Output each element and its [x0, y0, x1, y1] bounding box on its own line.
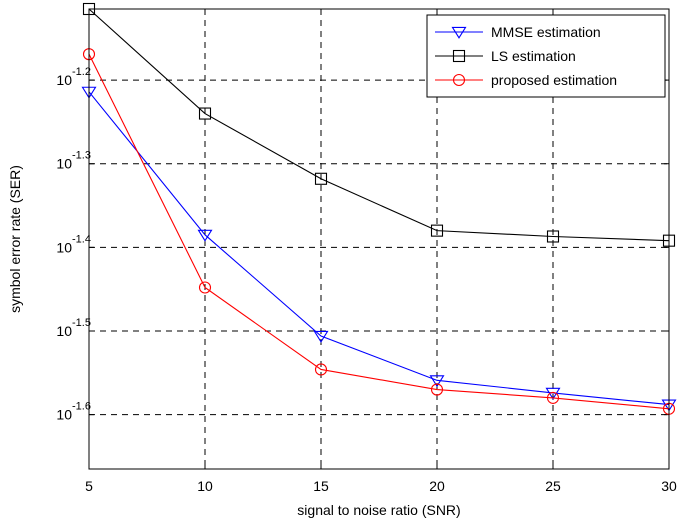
marker-circle — [452, 73, 466, 87]
y-tick-exponent: -1.3 — [72, 150, 91, 162]
marker-square — [452, 49, 466, 63]
x-tick-label: 25 — [545, 478, 561, 494]
y-tick-base: 10 — [56, 156, 72, 172]
marker-triangle-down — [197, 229, 213, 242]
y-tick-label: 10 — [56, 239, 72, 255]
legend-label: proposed estimation — [491, 72, 617, 88]
x-tick-label: 5 — [85, 478, 93, 494]
x-tick-label: 10 — [197, 478, 213, 494]
y-tick-exponent: -1.5 — [72, 317, 91, 329]
series-line — [88, 53, 670, 410]
y-tick-exponent: -1.6 — [72, 401, 91, 413]
marker-circle — [314, 363, 328, 376]
x-axis-label: signal to noise ratio (SNR) — [297, 502, 460, 518]
marker-square — [430, 224, 444, 237]
marker-square — [546, 230, 560, 243]
y-axis-label: symbol error rate (SER) — [7, 165, 23, 313]
marker-square — [198, 107, 212, 120]
legend-label: LS estimation — [491, 48, 576, 64]
marker-triangle-down — [429, 375, 445, 388]
axes-frame — [88, 8, 670, 470]
marker-triangle-down — [313, 330, 329, 343]
legend: MMSE estimation LS estimation proposed est… — [426, 14, 666, 98]
marker-square — [314, 172, 328, 185]
y-tick-base: 10 — [56, 72, 72, 88]
marker-circle — [546, 391, 560, 404]
series-line — [88, 8, 670, 242]
series-line — [88, 91, 670, 406]
y-tick-label: 10 — [56, 407, 72, 423]
legend-label: MMSE estimation — [491, 24, 601, 40]
y-tick-base: 10 — [56, 407, 72, 423]
x-tick-label: 30 — [661, 478, 677, 494]
x-tick-label: 20 — [429, 478, 445, 494]
y-tick-label: 10 — [56, 72, 72, 88]
y-tick-exponent: -1.4 — [72, 233, 91, 245]
marker-circle — [198, 281, 212, 294]
y-tick-base: 10 — [56, 323, 72, 339]
marker-triangle-down — [451, 26, 467, 39]
grid-lines — [89, 9, 669, 469]
marker-circle — [430, 383, 444, 396]
y-tick-base: 10 — [56, 239, 72, 255]
y-tick-label: 10 — [56, 323, 72, 339]
y-tick-exponent: -1.2 — [72, 66, 91, 78]
y-tick-label: 10 — [56, 156, 72, 172]
x-tick-label: 15 — [313, 478, 329, 494]
series-layer — [81, 2, 677, 415]
